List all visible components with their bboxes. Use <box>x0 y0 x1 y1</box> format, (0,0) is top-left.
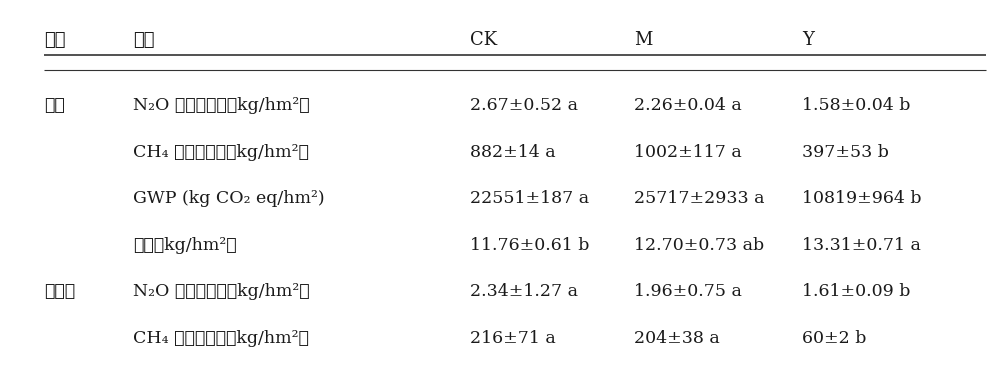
Text: 产量（kg/hm²）: 产量（kg/hm²） <box>133 237 237 253</box>
Text: 397±53 b: 397±53 b <box>802 144 889 161</box>
Text: N₂O 累积排放量（kg/hm²）: N₂O 累积排放量（kg/hm²） <box>133 97 310 114</box>
Text: 1.96±0.75 a: 1.96±0.75 a <box>634 283 742 300</box>
Text: 2.67±0.52 a: 2.67±0.52 a <box>470 97 578 114</box>
Text: Y: Y <box>802 31 814 49</box>
Text: 项目: 项目 <box>133 31 155 49</box>
Text: 60±2 b: 60±2 b <box>802 330 867 347</box>
Text: 头季: 头季 <box>44 97 65 114</box>
Text: 季节: 季节 <box>44 31 65 49</box>
Text: 204±38 a: 204±38 a <box>634 330 720 347</box>
Text: GWP (kg CO₂ eq/hm²): GWP (kg CO₂ eq/hm²) <box>133 190 325 207</box>
Text: 25717±2933 a: 25717±2933 a <box>634 190 764 207</box>
Text: 13.31±0.71 a: 13.31±0.71 a <box>802 237 921 253</box>
Text: 再生季: 再生季 <box>44 283 75 300</box>
Text: 22551±187 a: 22551±187 a <box>470 190 589 207</box>
Text: CK: CK <box>470 31 497 49</box>
Text: 1.61±0.09 b: 1.61±0.09 b <box>802 283 911 300</box>
Text: CH₄ 累积排放量（kg/hm²）: CH₄ 累积排放量（kg/hm²） <box>133 144 309 161</box>
Text: 882±14 a: 882±14 a <box>470 144 556 161</box>
Text: 2.34±1.27 a: 2.34±1.27 a <box>470 283 578 300</box>
Text: 10819±964 b: 10819±964 b <box>802 190 922 207</box>
Text: 2.26±0.04 a: 2.26±0.04 a <box>634 97 742 114</box>
Text: N₂O 累积排放量（kg/hm²）: N₂O 累积排放量（kg/hm²） <box>133 283 310 300</box>
Text: 11.76±0.61 b: 11.76±0.61 b <box>470 237 590 253</box>
Text: CH₄ 累积排放量（kg/hm²）: CH₄ 累积排放量（kg/hm²） <box>133 330 309 347</box>
Text: 216±71 a: 216±71 a <box>470 330 556 347</box>
Text: M: M <box>634 31 652 49</box>
Text: 1002±117 a: 1002±117 a <box>634 144 742 161</box>
Text: 12.70±0.73 ab: 12.70±0.73 ab <box>634 237 764 253</box>
Text: 1.58±0.04 b: 1.58±0.04 b <box>802 97 911 114</box>
